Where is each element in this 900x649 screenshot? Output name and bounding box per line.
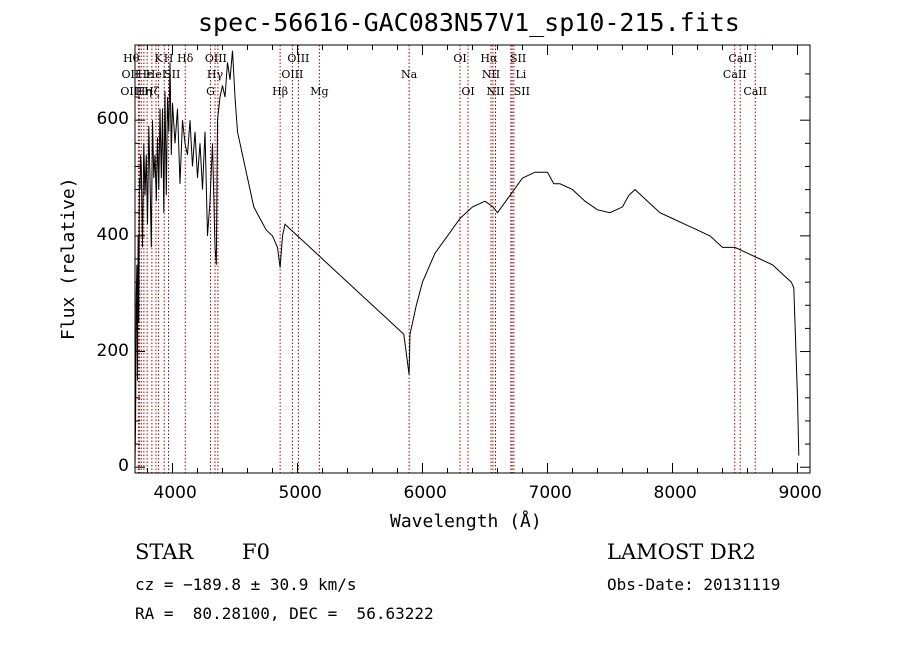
x-tick-label: 7000 [528, 483, 572, 503]
y-tick-label: 400 [96, 224, 129, 245]
line-marker-label: NII [482, 68, 500, 81]
y-axis-ticks [135, 73, 810, 468]
line-marker-label: G [206, 85, 215, 98]
line-marker-label: OIII [205, 52, 227, 65]
survey-name: LAMOST DR2 [607, 540, 756, 564]
line-marker-label: Hζ [144, 85, 160, 98]
y-tick-label: 600 [96, 109, 129, 130]
line-marker-label: OIII [281, 68, 303, 81]
line-marker-label: NII [486, 85, 504, 98]
x-tick-label: 9000 [778, 483, 822, 503]
x-axis-ticks [147, 45, 798, 473]
line-marker-label: OI [453, 52, 466, 65]
line-marker-label: CaII [743, 85, 767, 98]
line-marker-label: Hδ [177, 52, 194, 65]
line-marker-label: OIII [120, 85, 142, 98]
line-marker-label: K [155, 52, 164, 65]
y-tick-label: 0 [118, 456, 129, 477]
line-markers [137, 45, 756, 473]
line-marker-label: Hβ [272, 85, 288, 98]
subclass: F0 [242, 540, 270, 564]
line-marker-label: SII [164, 68, 180, 81]
x-tick-label: 6000 [403, 483, 447, 503]
x-tick-label: 8000 [653, 483, 697, 503]
x-axis-label: Wavelength (Å) [390, 511, 542, 532]
line-marker-label: H [164, 52, 174, 65]
line-marker-label: Hθ [123, 52, 140, 65]
obs-date: Obs-Date: 20131119 [607, 575, 781, 594]
line-marker-label: OIII [287, 52, 309, 65]
line-marker-label: SII [514, 85, 530, 98]
line-marker-label: Hη [136, 85, 152, 98]
spectrum-line [134, 50, 800, 468]
line-marker-label: Hα [480, 52, 498, 65]
line-marker-label: Na [401, 68, 418, 81]
line-marker-label: CaII [728, 52, 752, 65]
line-marker-label: Li [515, 68, 526, 81]
object-class: STAR [135, 540, 194, 564]
x-tick-label: 4000 [153, 483, 197, 503]
radec-readout: RA = 80.28100, DEC = 56.63222 [135, 604, 434, 623]
line-marker-label: CaII [723, 68, 747, 81]
line-marker-label: OI [461, 85, 474, 98]
redshift-readout: cz = −189.8 ± 30.9 km/s [135, 575, 357, 594]
line-marker-label: HeI [146, 68, 166, 81]
line-marker-label: Hε [137, 68, 153, 81]
line-marker-label: SII [510, 52, 526, 65]
chart-title: spec-56616-GAC083N57V1_sp10-215.fits [198, 8, 740, 37]
line-marker-label: Mg [310, 85, 328, 98]
y-tick-label: 200 [96, 340, 129, 361]
x-tick-label: 5000 [278, 483, 322, 503]
y-axis-label: Flux (relative) [58, 177, 79, 340]
line-marker-label: Hγ [207, 68, 224, 81]
